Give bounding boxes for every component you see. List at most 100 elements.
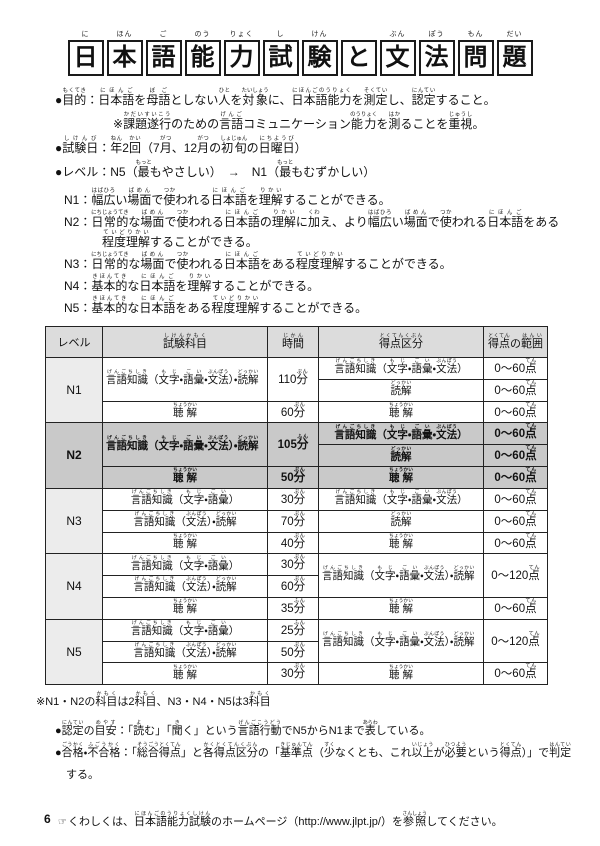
title-char: 題 xyxy=(496,40,533,76)
table-footnote: ※N1・N2の科目かもくは2科目かもく、N3・N4・N5は3科目かもく xyxy=(36,692,271,709)
column-header: レベル xyxy=(45,326,103,358)
title-char: 文 xyxy=(379,40,416,76)
title-furigana: ぶん xyxy=(389,31,406,38)
title-char: と xyxy=(340,40,377,76)
title-furigana: のう xyxy=(194,31,211,38)
column-header: 得点とくてんの範囲はんい xyxy=(483,326,548,358)
table-cell: 聴 解ちょうかい xyxy=(318,400,484,424)
table-cell: 35分ふん xyxy=(267,596,319,620)
level-label: N4： xyxy=(64,279,92,293)
table-cell: 0～60点てん xyxy=(483,662,548,686)
level-cell: N4 xyxy=(45,553,103,620)
table-cell: 読解どっかい xyxy=(318,509,484,533)
title-char: 験 xyxy=(301,40,338,76)
table-cell: 50分ぷん xyxy=(267,466,319,489)
level-description: N3：日常的にちじょうてきな場面ばめんで使つかわれる日本語にほんごをある程度理解… xyxy=(64,252,452,271)
table-cell: 0～120点てん xyxy=(483,618,548,664)
table-cell: 言語知識げんごちしき（文法ぶんぽう）・読解どっかい xyxy=(102,509,268,533)
title-char: 問 xyxy=(457,40,494,76)
table-row: 聴 解ちょうかい 30分ぷん聴 解ちょうかい 0～60点てん xyxy=(46,662,548,686)
level-description: N5：基本的きほんてきな日本語にほんごをある程度理解ていどりかいすることができる… xyxy=(64,296,368,315)
level-description: N2：日常的にちじょうてきな場面ばめんで使つかわれる日本語にほんごの理解りかいに… xyxy=(64,210,560,249)
table-cell: 0～60点てん xyxy=(483,596,548,620)
table-cell: 0～60点てん xyxy=(483,487,548,511)
level-cell: N3 xyxy=(45,487,103,555)
table-cell: 聴 解ちょうかい xyxy=(102,662,268,686)
intro-line: ●目的もくてき：日本語にほんごを母語ぼごとしない人ひとを対象たいしょうに、日本語… xyxy=(55,88,496,107)
table-cell: 30分ぷん xyxy=(267,662,319,686)
pointing-hand-icon: ☞ xyxy=(58,817,67,829)
table-row: 読解どっかい 0～60点てん xyxy=(46,378,548,402)
table-cell: 0～120点てん xyxy=(483,553,548,598)
table-header-row: レベル 試験科目しけんかもく 時間じかん 得点区分とくてんくぶん 得点とくてんの範囲はん… xyxy=(45,326,548,358)
title-char-box: もん問 xyxy=(457,30,494,76)
table-cell: 30分ぷん xyxy=(267,553,319,577)
notes-section: ●認定にんていの目安めやす：「読よむ」「聞きく」という言語行動げんごこうどうでN… xyxy=(55,720,575,786)
table-row: N2 言語知識げんごちしき（文字もじ・語彙ごい・文法ぶんぽう）・読解どっかい 105… xyxy=(45,422,548,489)
jlpt-levels-table: レベル 試験科目しけんかもく 時間じかん 得点区分とくてんくぶん 得点とくてんの範囲はん… xyxy=(45,326,548,686)
table-cell: 聴 解ちょうかい xyxy=(102,466,268,489)
title-char-box: ほん本 xyxy=(106,30,143,76)
title-char-box: と xyxy=(340,30,377,76)
table-cell: 言語知識げんごちしき（文字もじ・語彙ごい） xyxy=(102,618,268,642)
table-row: 聴 解ちょうかい 60分ぷん聴 解ちょうかい 0～60点てん xyxy=(46,400,548,424)
page-number: 6 xyxy=(44,812,51,826)
title-furigana: けん xyxy=(311,31,328,38)
table-cell: 言語知識げんごちしき（文字もじ・語彙ごい・文法ぶんぽう） xyxy=(318,357,484,380)
table-cell: 0～60点てん xyxy=(483,444,548,468)
intro-section: ●目的もくてき：日本語にほんごを母語ぼごとしない人ひとを対象たいしょうに、日本語… xyxy=(55,88,589,184)
title-char-box: ぶん文 xyxy=(379,30,416,76)
page-title: に日ほん本ご語のう能りょく力し試けん験とぶん文ぽう法もん問だい題 xyxy=(0,0,600,76)
table-cell: 聴 解ちょうかい xyxy=(318,596,484,620)
table-cell: 0～60点てん xyxy=(483,531,548,555)
table-row: N3 言語知識げんごちしき（文字もじ・語彙ごい） 30分ぷん 言語知識げんごちしき（文… xyxy=(45,487,548,555)
table-row: N4 言語知識げんごちしき（文字もじ・語彙ごい） 30分ぷん 言語知識げんごちしき（文… xyxy=(45,553,548,620)
column-header: 得点区分とくてんくぶん xyxy=(318,326,484,358)
table-row: N1 言語知識げんごちしき（文字もじ・語彙ごい・文法ぶんぽう）・読解どっかい 110… xyxy=(45,356,548,424)
table-cell: 言語知識げんごちしき（文字もじ・語彙ごい・文法ぶんぽう）・読解どっかい xyxy=(318,618,484,664)
level-description: N1：幅広はばひろい場面ばめんで使つかわれる日本語にほんごを理解りかいすることが… xyxy=(64,188,391,207)
note-line: ●合格ごうかく・不合格ふごうかく：「総合得点そうごうとくてん」と各得点区分かくと… xyxy=(55,743,572,782)
table-cell: 聴 解ちょうかい xyxy=(318,662,484,686)
title-char-box: に日 xyxy=(67,30,104,76)
title-char-box: ぽう法 xyxy=(418,30,455,76)
level-label: N3： xyxy=(64,257,92,271)
title-char-box: だい題 xyxy=(496,30,533,76)
table-row: 読解どっかい 0～60点てん xyxy=(46,444,548,468)
title-furigana: に xyxy=(81,31,90,38)
table-cell: 50分ぷん xyxy=(267,640,319,664)
intro-line: ※課題遂行かだいすいこうのための言語げんごコミュニケーション能力のうりょくを測は… xyxy=(113,112,485,131)
column-header: 時間じかん xyxy=(267,326,319,358)
title-furigana: ご xyxy=(159,31,168,38)
table-cell: 聴 解ちょうかい xyxy=(102,400,268,424)
intro-line: ●レベル：N5（最もっともやさしい） → N1（最もっともむずかしい） xyxy=(55,160,376,179)
title-char-box: し試 xyxy=(262,30,299,76)
title-furigana: もん xyxy=(467,31,484,38)
title-char-box: ご語 xyxy=(145,30,182,76)
column-header: 試験科目しけんかもく xyxy=(102,326,268,358)
table-cell: 70分ぷん xyxy=(267,509,319,533)
title-char: 語 xyxy=(145,40,182,76)
table-cell: 言語知識げんごちしき（文法ぶんぽう）・読解どっかい xyxy=(102,640,268,664)
table-cell: 言語知識げんごちしき（文字もじ・語彙ごい・文法ぶんぽう） xyxy=(318,487,484,511)
level-cell: N5 xyxy=(45,618,103,686)
note-line: ●認定にんていの目安めやす：「読よむ」「聞きく」という言語行動げんごこうどうでN… xyxy=(55,721,431,738)
table-cell: 30分ぷん xyxy=(267,487,319,511)
table-cell: 0～60点てん xyxy=(483,509,548,533)
table-cell: 105分ふん xyxy=(267,422,319,468)
level-cell: N1 xyxy=(45,356,103,424)
table-cell: 言語知識げんごちしき（文字もじ・語彙ごい・文法ぶんぽう）・読解どっかい xyxy=(102,422,268,468)
title-char: 日 xyxy=(67,40,104,76)
table-cell: 60分ぷん xyxy=(267,575,319,598)
table-cell: 110分ぷん xyxy=(267,357,319,402)
table-row: 言語知識げんごちしき（文法ぶんぽう）・読解どっかい 60分ぷん xyxy=(46,575,548,598)
title-char: 試 xyxy=(262,40,299,76)
title-furigana: だい xyxy=(506,31,523,38)
table-cell: 0～60点てん xyxy=(483,400,548,424)
title-furigana: ぽう xyxy=(428,31,445,38)
title-furigana: ほん xyxy=(116,31,133,38)
table-row: 言語知識げんごちしき（文法ぶんぽう）・読解どっかい 70分ぷん 読解どっかい 0～60… xyxy=(46,509,548,533)
table-cell: 40分ぷん xyxy=(267,531,319,555)
title-char-box: りょく力 xyxy=(223,30,260,76)
